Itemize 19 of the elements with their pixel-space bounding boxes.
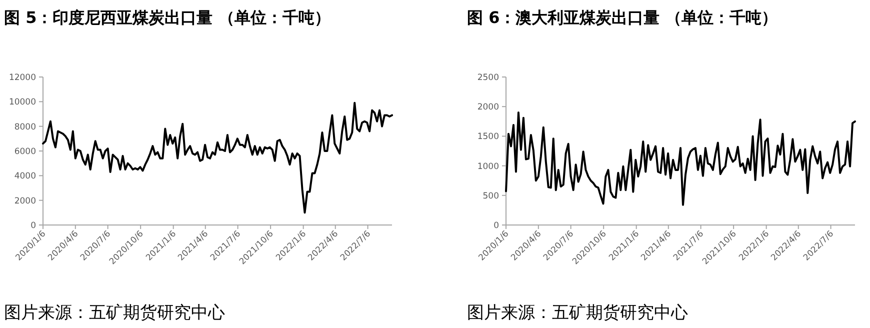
- chart-title: 图 6：澳大利亚煤炭出口量 （单位：千吨）: [467, 8, 778, 27]
- y-tick-label: 6000: [14, 147, 36, 157]
- y-tick-label: 12000: [8, 73, 36, 83]
- y-tick-label: 1000: [477, 162, 499, 172]
- text: 图片来源：五矿期货研究中心: [4, 303, 225, 323]
- y-tick-label: 4000: [14, 172, 36, 182]
- y-tick-label: 8000: [14, 122, 36, 132]
- y-tick-label: 0: [30, 221, 36, 231]
- y-tick-label: 2000: [14, 196, 36, 206]
- chart-title: 图 5：印度尼西亚煤炭出口量 （单位：千吨）: [4, 8, 330, 27]
- y-tick-label: 1500: [477, 132, 499, 142]
- line-series: [42, 102, 393, 214]
- y-tick-label: 500: [482, 191, 499, 202]
- line-series: [505, 112, 856, 206]
- y-tick-label: 0: [494, 221, 499, 231]
- y-tick-label: 2000: [477, 102, 499, 113]
- y-tick-label: 10000: [8, 98, 36, 108]
- y-tick-label: 2500: [477, 73, 499, 83]
- text: 图片来源：五矿期货研究中心: [467, 303, 688, 323]
